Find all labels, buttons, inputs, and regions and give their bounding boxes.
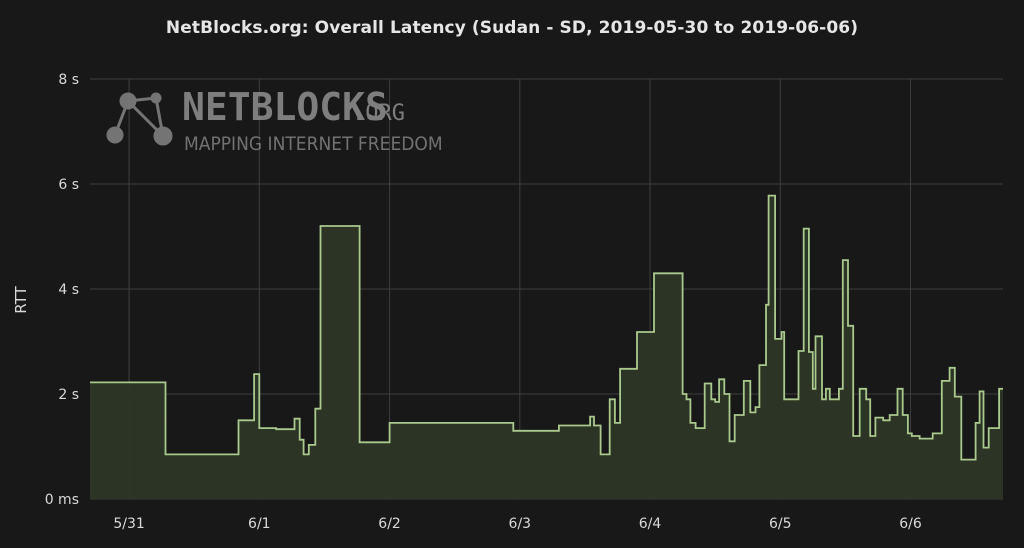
y-axis-ticks: 0 ms 2 s 4 s 6 s 8 s xyxy=(45,72,79,508)
x-tick-label: 6/2 xyxy=(378,516,401,532)
chart-title: NetBlocks.org: Overall Latency (Sudan - … xyxy=(165,18,859,38)
y-tick-label: 0 ms xyxy=(45,492,79,508)
netblocks-watermark: NETBLOCKS .ORG MAPPING INTERNET FREEDOM xyxy=(106,85,443,155)
x-tick-label: 6/4 xyxy=(639,516,662,532)
x-axis-ticks: 5/31 6/1 6/2 6/3 6/4 6/5 6/6 xyxy=(113,516,922,532)
x-tick-label: 6/5 xyxy=(769,516,792,532)
watermark-tagline: MAPPING INTERNET FREEDOM xyxy=(184,133,443,155)
watermark-brand: NETBLOCKS xyxy=(182,85,388,129)
x-tick-label: 6/6 xyxy=(899,516,922,532)
latency-area-fill xyxy=(90,195,1003,499)
watermark-suffix: .ORG xyxy=(352,101,405,126)
y-tick-label: 6 s xyxy=(58,177,79,193)
latency-series-line xyxy=(90,194,1003,461)
y-axis-label: RTT xyxy=(12,285,30,313)
y-tick-label: 8 s xyxy=(58,72,79,88)
network-nodes-icon xyxy=(106,92,173,146)
x-tick-label: 5/31 xyxy=(113,516,144,532)
y-tick-label: 2 s xyxy=(58,387,79,403)
x-tick-label: 6/3 xyxy=(509,516,532,532)
x-tick-label: 6/1 xyxy=(248,516,271,532)
y-tick-label: 4 s xyxy=(58,282,79,298)
